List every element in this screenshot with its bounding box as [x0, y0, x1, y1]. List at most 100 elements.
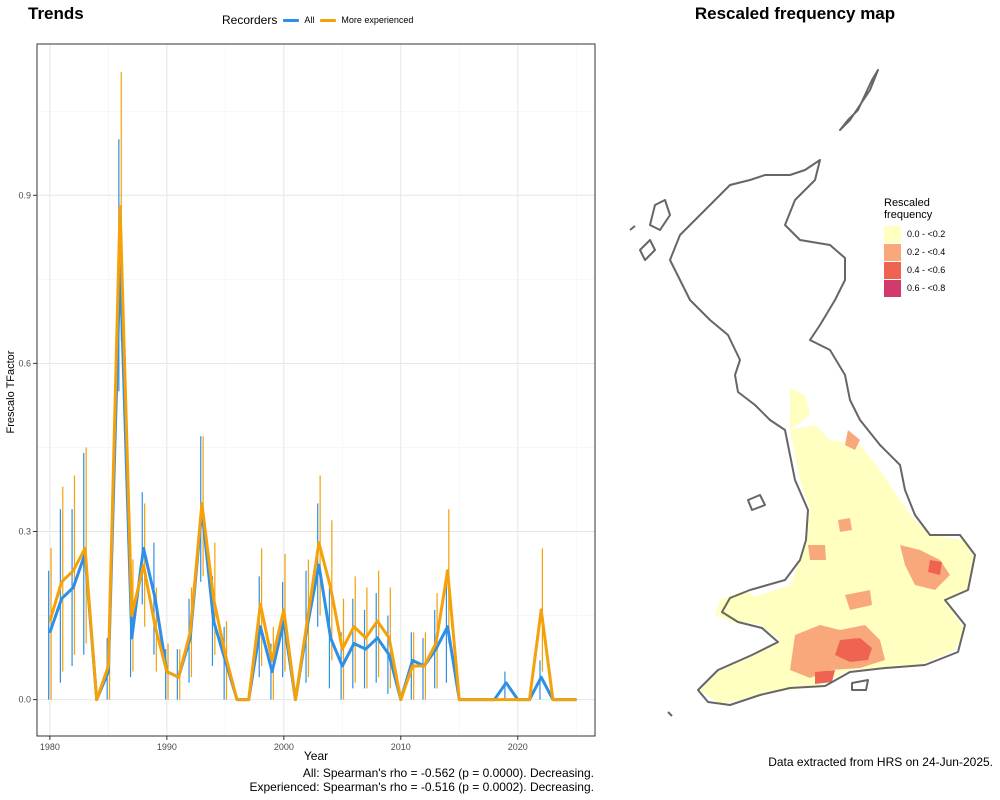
- stats-experienced: Experienced: Spearman's rho = -0.516 (p …: [249, 780, 595, 794]
- map-legend: Rescaled frequency 0.0 - <0.2 0.2 - <0.4…: [884, 197, 945, 297]
- britain-outline: [669, 159, 976, 706]
- data-point: [271, 670, 273, 673]
- map-fill-high: [928, 560, 942, 575]
- y-tick-label: 0.3: [18, 526, 31, 536]
- data-point: [271, 659, 273, 662]
- data-point: [364, 637, 367, 639]
- data-point: [212, 620, 215, 622]
- legend-label-all: All: [304, 15, 315, 25]
- map-legend-swatch: [884, 261, 901, 279]
- data-point: [283, 609, 285, 611]
- data-point: [224, 653, 227, 656]
- data-point: [364, 648, 367, 650]
- data-point: [95, 698, 98, 701]
- map-legend-label: 0.6 - <0.8: [907, 283, 946, 293]
- data-point: [341, 648, 344, 650]
- series-line-experienced: [48, 205, 577, 702]
- data-point: [458, 698, 461, 701]
- y-tick-label: 0.6: [18, 358, 31, 368]
- x-tick-label: 2010: [391, 742, 411, 752]
- hebrides-outline: [629, 199, 671, 261]
- data-point: [376, 620, 379, 622]
- wight-outline: [851, 679, 869, 691]
- legend-label-experienced: More experienced: [341, 15, 414, 25]
- axis-ticks: 1980 1990 2000 2010 2020 0.0 0.3 0.6 0.9: [18, 190, 527, 752]
- map-fill: [700, 388, 975, 705]
- data-point: [353, 642, 355, 645]
- data-point: [189, 631, 192, 634]
- data-point: [49, 620, 51, 622]
- orkney-outline: [839, 69, 879, 131]
- x-tick-label: 1990: [157, 742, 177, 752]
- data-point: [493, 698, 496, 701]
- map-legend-label: 0.0 - <0.2: [907, 229, 946, 239]
- map-fill-low: [715, 590, 760, 625]
- legend-item-experienced: More experienced: [320, 15, 413, 25]
- data-point: [318, 541, 320, 544]
- data-point: [72, 569, 75, 572]
- x-tick-label: 1980: [40, 742, 60, 752]
- map-fill-high: [835, 638, 872, 662]
- map-legend-row: 0.2 - <0.4: [884, 243, 945, 261]
- data-point: [259, 603, 262, 606]
- data-point: [341, 665, 344, 667]
- map-legend-title: Rescaled frequency: [884, 197, 945, 221]
- data-point: [329, 637, 332, 639]
- map-fill-mid: [900, 545, 950, 590]
- trends-title: Trends: [28, 4, 84, 23]
- data-point: [212, 597, 215, 600]
- map-legend-row: 0.6 - <0.8: [884, 279, 945, 297]
- data-point: [318, 564, 320, 566]
- data-point: [72, 586, 75, 589]
- data-point: [435, 642, 437, 645]
- data-point: [130, 614, 133, 617]
- data-point: [470, 698, 472, 701]
- map-title: Rescaled frequency map: [694, 4, 896, 23]
- data-point: [540, 609, 542, 611]
- data-point: [505, 698, 507, 701]
- x-axis-label: Year: [304, 749, 328, 763]
- map-fill-mid: [845, 430, 860, 450]
- data-point: [411, 665, 414, 667]
- map-legend-title-line: frequency: [884, 209, 933, 221]
- map-fill-mid: [845, 590, 872, 610]
- coastline: [629, 69, 976, 717]
- trends-chart: 1980 1990 2000 2010 2020 0.0 0.3 0.6 0.9 Year Fr…: [5, 43, 596, 763]
- anglesey-outline: [747, 494, 766, 511]
- data-point: [107, 665, 110, 667]
- data-point: [446, 625, 449, 628]
- map-legend-title-line: Rescaled: [884, 197, 930, 209]
- data-point: [552, 698, 554, 701]
- data-source-note: Data extracted from HRS on 24-Jun-2025.: [768, 755, 993, 769]
- data-point: [154, 597, 156, 600]
- data-point: [505, 681, 507, 684]
- data-point: [376, 637, 379, 639]
- data-point: [142, 547, 145, 550]
- data-point: [528, 698, 531, 701]
- map-legend-row: 0.4 - <0.6: [884, 261, 945, 279]
- data-point: [353, 625, 355, 628]
- data-point: [435, 648, 437, 650]
- legend-item-all: All: [283, 15, 314, 25]
- legend-swatch-experienced: [320, 18, 337, 22]
- data-point: [423, 665, 426, 667]
- y-tick-label: 0.0: [18, 695, 31, 705]
- data-point: [388, 637, 390, 639]
- legend-title: Recorders: [222, 13, 278, 27]
- data-point: [259, 625, 262, 628]
- legend-swatch-all: [283, 18, 300, 22]
- map-fill-mid: [838, 518, 852, 532]
- map-legend-label: 0.4 - <0.6: [907, 265, 946, 275]
- data-point: [142, 564, 145, 566]
- data-point: [400, 698, 402, 701]
- data-point: [294, 698, 297, 701]
- x-tick-label: 2020: [508, 742, 528, 752]
- map-fill-low: [700, 425, 975, 705]
- stats-all: All: Spearman's rho = -0.562 (p = 0.0000…: [302, 766, 594, 780]
- map-fill-high: [815, 560, 942, 684]
- data-point: [540, 676, 542, 678]
- trend-statistics: All: Spearman's rho = -0.562 (p = 0.0000…: [200, 766, 595, 794]
- series-lines: [48, 205, 578, 702]
- data-point: [563, 698, 566, 701]
